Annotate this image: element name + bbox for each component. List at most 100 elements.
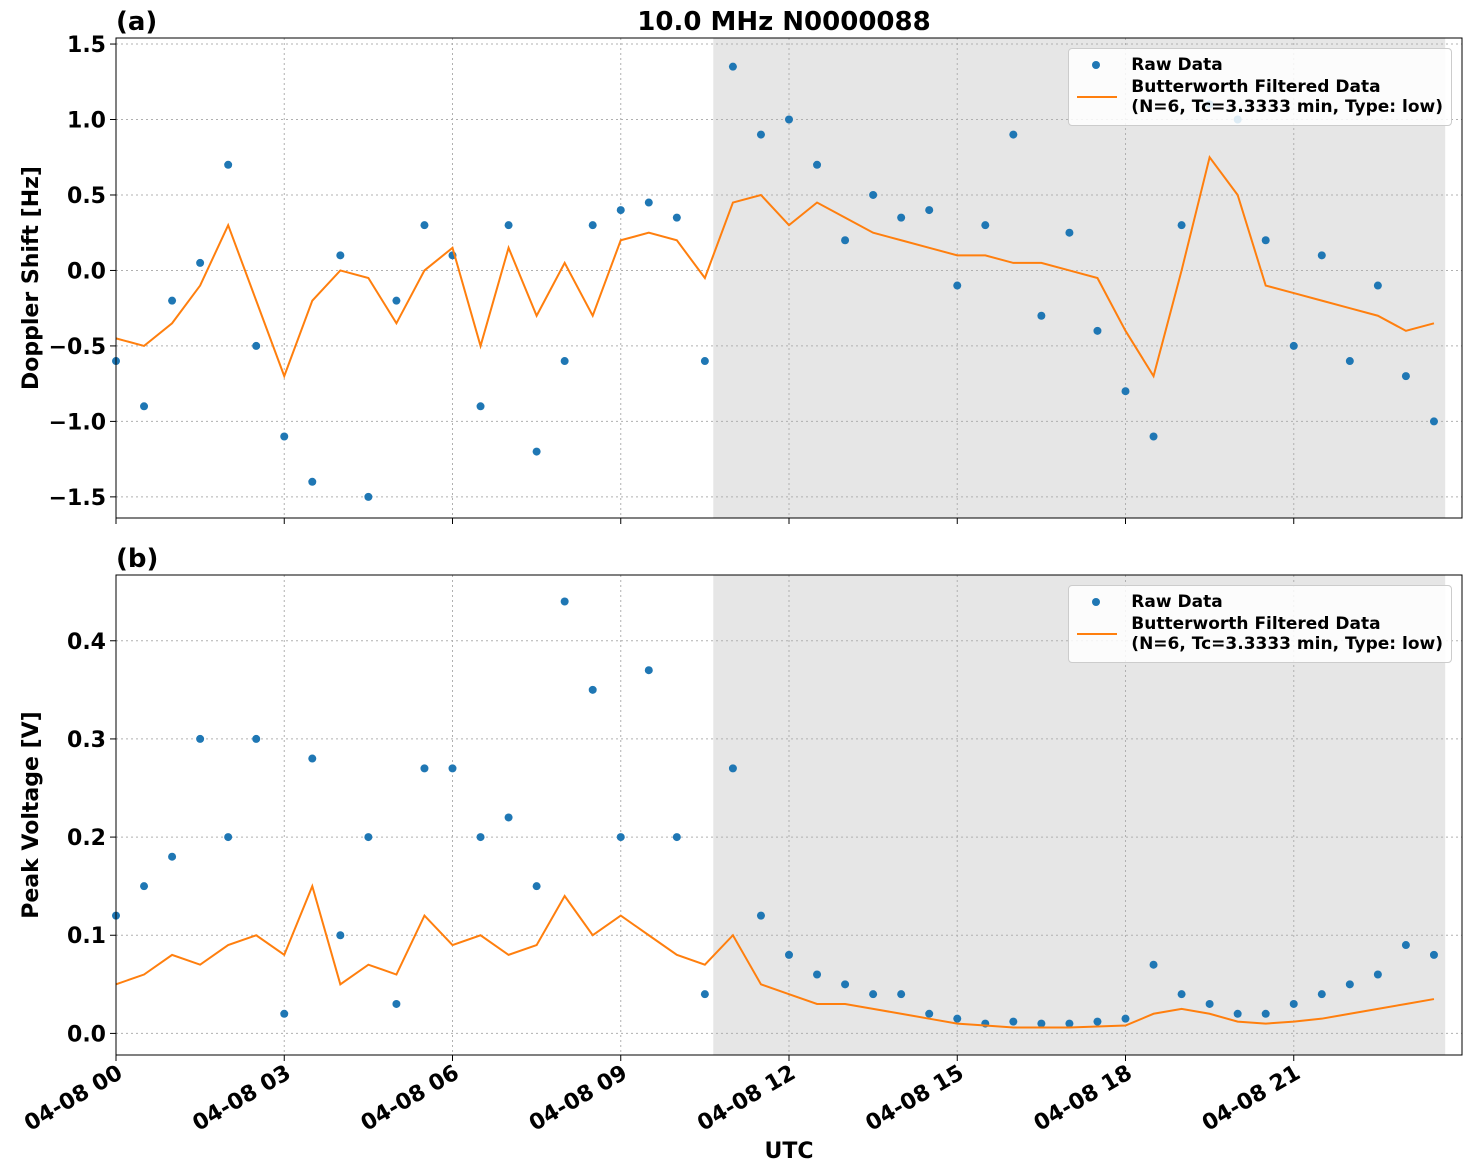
x-tick-label: 04-08 03	[189, 1061, 296, 1137]
x-tick-label: 04-08 06	[357, 1061, 464, 1137]
y-axis-title: Peak Voltage [V]	[19, 711, 44, 919]
data-point	[1149, 432, 1158, 441]
y-tick-label: 0.0	[67, 1022, 106, 1047]
data-point	[1205, 999, 1214, 1008]
data-point	[756, 130, 765, 139]
legend: Raw Data Butterworth Filtered Data (N=6, …	[1068, 585, 1452, 663]
data-point	[336, 931, 345, 940]
legend-key	[1077, 55, 1117, 75]
data-point	[785, 950, 793, 959]
legend-label: Butterworth Filtered Data (N=6, Tc=3.333…	[1131, 614, 1443, 654]
data-point	[504, 221, 513, 230]
filtered-line	[115, 154, 1435, 379]
data-point	[756, 911, 765, 920]
legend-line	[1077, 633, 1118, 635]
legend-key	[1077, 77, 1118, 117]
y-tick-label: 0.1	[67, 924, 106, 949]
data-point	[616, 206, 625, 215]
x-axis-title: UTC	[764, 1139, 813, 1164]
data-point	[1065, 1019, 1074, 1028]
data-point	[504, 813, 513, 822]
x-tick-label: 04-08 21	[1198, 1061, 1305, 1137]
data-point	[336, 251, 345, 260]
y-tick-label: −1.0	[49, 410, 106, 435]
data-point	[869, 190, 878, 199]
data-point	[1037, 311, 1046, 320]
data-point	[785, 115, 793, 124]
data-point	[616, 833, 625, 842]
data-point	[420, 764, 429, 773]
panel-label: (a)	[116, 7, 157, 37]
data-point	[1317, 990, 1326, 999]
data-point	[168, 852, 177, 861]
data-point	[252, 341, 261, 350]
data-point	[196, 734, 205, 743]
data-point	[392, 999, 401, 1008]
legend-key	[1077, 592, 1117, 612]
plot-frame	[115, 574, 1463, 1056]
data-point	[1121, 387, 1130, 396]
data-point	[476, 833, 485, 842]
data-point	[420, 221, 429, 230]
data-point	[1093, 326, 1102, 335]
y-tick-label: −0.5	[49, 335, 106, 360]
y-tick-label: 0.3	[67, 728, 106, 753]
data-point	[1401, 941, 1410, 950]
y-tick-label: −1.5	[49, 486, 106, 511]
data-point	[1177, 990, 1186, 999]
data-point	[1121, 1014, 1130, 1023]
data-point	[728, 62, 737, 71]
data-point	[280, 1009, 289, 1018]
data-point	[1289, 999, 1298, 1008]
legend-marker	[1092, 598, 1101, 606]
data-point	[560, 357, 569, 366]
y-tick-label: 0.4	[67, 630, 106, 655]
data-point	[1233, 1009, 1242, 1018]
data-point	[532, 447, 541, 456]
data-point	[448, 764, 457, 773]
data-point	[140, 882, 149, 891]
x-tick-label: 04-08 15	[862, 1061, 969, 1137]
data-point	[392, 296, 401, 305]
data-point	[308, 477, 317, 486]
y-tick-label: 1.5	[67, 33, 106, 58]
data-point	[224, 160, 233, 169]
data-point	[1429, 950, 1438, 959]
data-point	[476, 402, 485, 411]
data-point	[700, 357, 709, 366]
data-point	[728, 764, 737, 773]
data-point	[196, 258, 205, 267]
data-point	[981, 221, 990, 230]
data-point	[1177, 221, 1186, 230]
y-tick-label: 0.2	[67, 826, 106, 851]
data-point	[897, 990, 906, 999]
data-point	[1093, 1017, 1102, 1026]
data-point	[140, 402, 149, 411]
legend-label: Raw Data	[1131, 592, 1223, 612]
data-point	[1401, 372, 1410, 381]
plot-frame	[115, 37, 1463, 519]
data-point	[841, 236, 850, 245]
data-point	[1345, 357, 1354, 366]
legend-item: Raw Data	[1077, 592, 1443, 612]
data-point	[897, 213, 906, 222]
data-point	[280, 432, 289, 441]
data-point	[252, 734, 261, 743]
data-point	[1065, 228, 1074, 237]
data-point	[1261, 1009, 1270, 1018]
legend-marker	[1092, 61, 1101, 69]
y-tick-label: 0.0	[67, 259, 106, 284]
data-point	[841, 980, 850, 989]
data-point	[224, 833, 233, 842]
data-point	[588, 221, 597, 230]
x-tick-label: 04-08 00	[20, 1061, 127, 1137]
data-point	[644, 198, 653, 207]
data-point	[644, 666, 653, 675]
data-point	[813, 160, 822, 169]
x-tick-label: 04-08 09	[525, 1061, 632, 1137]
data-point	[1373, 281, 1382, 290]
data-point	[813, 970, 822, 979]
legend-item: Butterworth Filtered Data (N=6, Tc=3.333…	[1077, 614, 1443, 654]
data-point	[168, 296, 177, 305]
data-point	[672, 833, 681, 842]
